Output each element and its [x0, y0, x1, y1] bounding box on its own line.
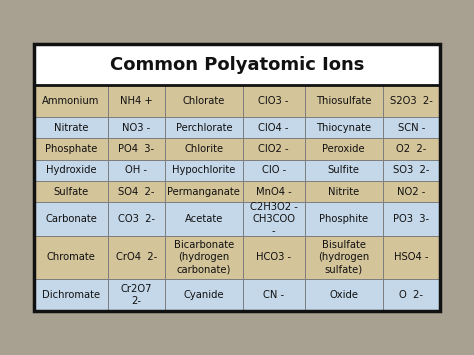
Text: Cr2O7
2-: Cr2O7 2- — [120, 284, 152, 306]
Text: O  2-: O 2- — [399, 290, 423, 300]
FancyBboxPatch shape — [383, 279, 440, 311]
FancyBboxPatch shape — [383, 138, 440, 160]
FancyBboxPatch shape — [34, 279, 108, 311]
FancyBboxPatch shape — [243, 279, 304, 311]
Text: Perchlorate: Perchlorate — [175, 123, 232, 133]
FancyBboxPatch shape — [304, 138, 383, 160]
Text: ClO -: ClO - — [262, 165, 286, 175]
Text: CrO4  2-: CrO4 2- — [116, 252, 157, 262]
Text: Hydroxide: Hydroxide — [46, 165, 96, 175]
FancyBboxPatch shape — [383, 202, 440, 236]
FancyBboxPatch shape — [243, 117, 304, 138]
Text: Acetate: Acetate — [185, 214, 223, 224]
Text: Ammonium: Ammonium — [42, 96, 100, 106]
FancyBboxPatch shape — [34, 202, 108, 236]
FancyBboxPatch shape — [165, 279, 243, 311]
Text: HCO3 -: HCO3 - — [256, 252, 292, 262]
Text: PO3  3-: PO3 3- — [393, 214, 429, 224]
Text: Permanganate: Permanganate — [167, 187, 240, 197]
FancyBboxPatch shape — [34, 117, 108, 138]
Text: SO3  2-: SO3 2- — [393, 165, 429, 175]
FancyBboxPatch shape — [383, 117, 440, 138]
Text: Phosphate: Phosphate — [45, 144, 97, 154]
FancyBboxPatch shape — [304, 279, 383, 311]
FancyBboxPatch shape — [34, 44, 439, 85]
FancyBboxPatch shape — [165, 202, 243, 236]
FancyBboxPatch shape — [304, 236, 383, 279]
Text: Bicarbonate
(hydrogen
carbonate): Bicarbonate (hydrogen carbonate) — [173, 240, 234, 274]
Text: Oxide: Oxide — [329, 290, 358, 300]
Text: SCN -: SCN - — [398, 123, 425, 133]
Text: Thiosulfate: Thiosulfate — [316, 96, 372, 106]
Text: NO3 -: NO3 - — [122, 123, 150, 133]
FancyBboxPatch shape — [108, 160, 165, 181]
Text: Nitrate: Nitrate — [54, 123, 88, 133]
Text: PO4  3-: PO4 3- — [118, 144, 155, 154]
Text: ClO4 -: ClO4 - — [258, 123, 289, 133]
FancyBboxPatch shape — [304, 202, 383, 236]
FancyBboxPatch shape — [243, 138, 304, 160]
Text: Sulfate: Sulfate — [54, 187, 89, 197]
FancyBboxPatch shape — [108, 181, 165, 202]
Text: Chlorite: Chlorite — [184, 144, 223, 154]
Text: Sulfite: Sulfite — [328, 165, 360, 175]
FancyBboxPatch shape — [108, 85, 165, 117]
FancyBboxPatch shape — [383, 85, 440, 117]
FancyBboxPatch shape — [243, 181, 304, 202]
Text: Cyanide: Cyanide — [183, 290, 224, 300]
FancyBboxPatch shape — [165, 138, 243, 160]
Text: Dichromate: Dichromate — [42, 290, 100, 300]
FancyBboxPatch shape — [108, 279, 165, 311]
Text: OH -: OH - — [125, 165, 147, 175]
FancyBboxPatch shape — [165, 181, 243, 202]
FancyBboxPatch shape — [34, 236, 108, 279]
FancyBboxPatch shape — [383, 181, 440, 202]
FancyBboxPatch shape — [165, 117, 243, 138]
FancyBboxPatch shape — [108, 138, 165, 160]
Text: Peroxide: Peroxide — [322, 144, 365, 154]
Text: Chromate: Chromate — [46, 252, 96, 262]
Text: Nitrite: Nitrite — [328, 187, 359, 197]
Text: Bisulfate
(hydrogen
sulfate): Bisulfate (hydrogen sulfate) — [318, 240, 369, 274]
FancyBboxPatch shape — [108, 202, 165, 236]
Text: NO2 -: NO2 - — [397, 187, 425, 197]
FancyBboxPatch shape — [34, 138, 108, 160]
Text: SO4  2-: SO4 2- — [118, 187, 155, 197]
Text: Common Polyatomic Ions: Common Polyatomic Ions — [110, 56, 364, 74]
FancyBboxPatch shape — [243, 160, 304, 181]
FancyBboxPatch shape — [304, 181, 383, 202]
FancyBboxPatch shape — [108, 117, 165, 138]
FancyBboxPatch shape — [243, 236, 304, 279]
Text: CO3  2-: CO3 2- — [118, 214, 155, 224]
Text: Chlorate: Chlorate — [182, 96, 225, 106]
Text: ClO2 -: ClO2 - — [258, 144, 289, 154]
Text: Phosphite: Phosphite — [319, 214, 368, 224]
FancyBboxPatch shape — [34, 160, 108, 181]
FancyBboxPatch shape — [243, 85, 304, 117]
Text: Carbonate: Carbonate — [45, 214, 97, 224]
Text: HSO4 -: HSO4 - — [394, 252, 428, 262]
FancyBboxPatch shape — [383, 160, 440, 181]
Text: O2  2-: O2 2- — [396, 144, 427, 154]
FancyBboxPatch shape — [165, 85, 243, 117]
FancyBboxPatch shape — [165, 236, 243, 279]
FancyBboxPatch shape — [34, 181, 108, 202]
Text: S2O3  2-: S2O3 2- — [390, 96, 433, 106]
FancyBboxPatch shape — [304, 160, 383, 181]
Text: C2H3O2 -
CH3COO
-: C2H3O2 - CH3COO - — [250, 202, 298, 236]
FancyBboxPatch shape — [304, 85, 383, 117]
FancyBboxPatch shape — [243, 202, 304, 236]
FancyBboxPatch shape — [165, 160, 243, 181]
Text: ClO3 -: ClO3 - — [258, 96, 289, 106]
FancyBboxPatch shape — [383, 236, 440, 279]
FancyBboxPatch shape — [304, 117, 383, 138]
FancyBboxPatch shape — [108, 236, 165, 279]
Text: Thiocynate: Thiocynate — [316, 123, 371, 133]
Text: NH4 +: NH4 + — [120, 96, 153, 106]
Text: CN -: CN - — [263, 290, 284, 300]
FancyBboxPatch shape — [34, 85, 108, 117]
Text: MnO4 -: MnO4 - — [256, 187, 292, 197]
Text: Hypochlorite: Hypochlorite — [172, 165, 236, 175]
